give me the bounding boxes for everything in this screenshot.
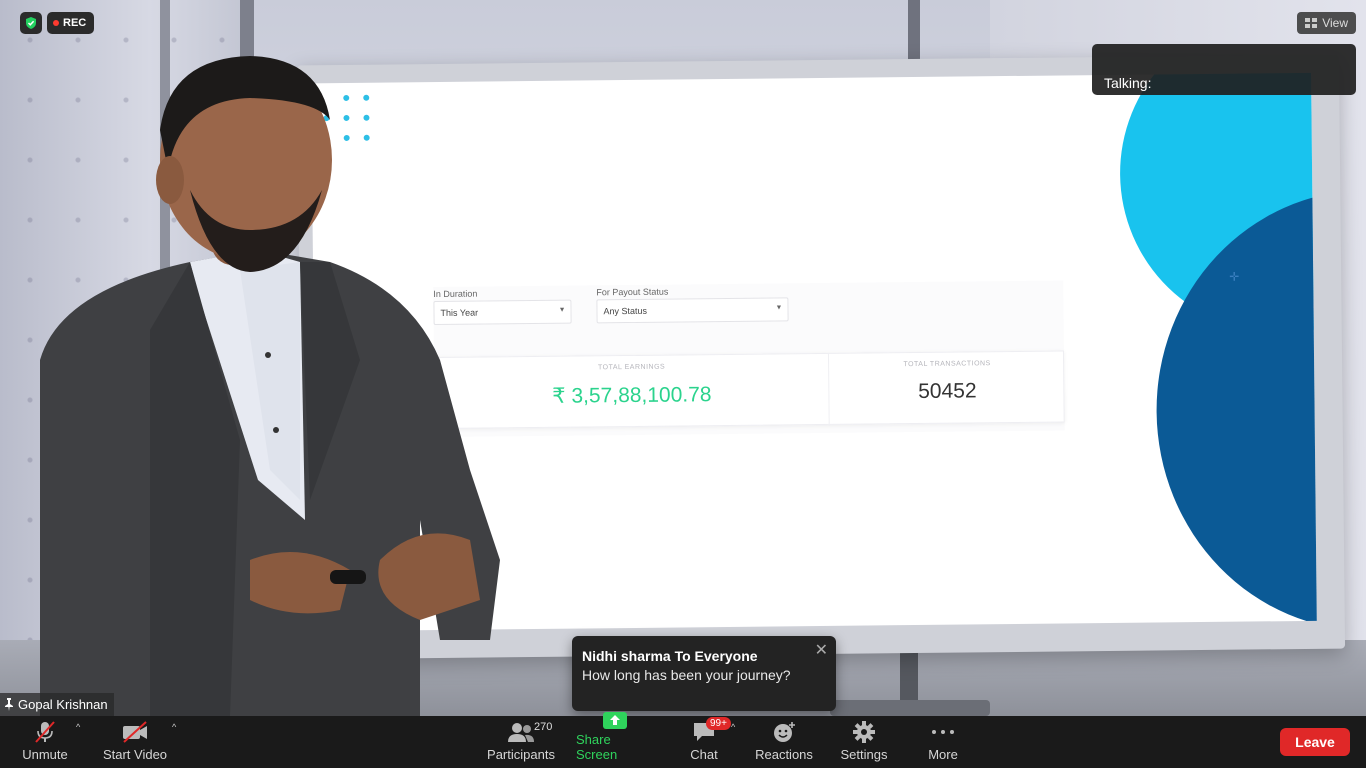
pin-icon <box>5 698 13 711</box>
status-filter-value: Any Status <box>603 305 648 317</box>
chat-sender: Nidhi sharma To Everyone <box>582 648 758 664</box>
start-video-button[interactable]: Start Video <box>102 716 168 768</box>
recording-indicator[interactable]: REC <box>47 12 95 34</box>
share-screen-icon <box>603 710 627 730</box>
speaker-name-tag: Gopal Krishnan <box>0 693 114 716</box>
encryption-shield-icon[interactable] <box>20 12 42 34</box>
presenter-figure <box>40 56 500 716</box>
talking-label: Talking: <box>1104 75 1152 91</box>
transactions-value: 50452 <box>918 379 977 403</box>
chevron-up-icon[interactable]: ^ <box>731 722 736 732</box>
more-button[interactable]: More <box>924 716 962 768</box>
chevron-up-icon[interactable]: ^ <box>172 722 177 732</box>
close-icon[interactable]: ✕ <box>814 642 828 659</box>
meeting-toolbar: Unmute ^ Start Video ^ Participants 270 <box>0 712 1366 768</box>
reactions-label: Reactions <box>755 747 813 762</box>
crosshair-icon: ✛ <box>1229 269 1240 284</box>
monitor-stand <box>900 640 918 716</box>
chat-notification[interactable]: ✕ Nidhi sharma To Everyone How long has … <box>572 636 836 711</box>
transactions-caption: TOTAL TRANSACTIONS <box>903 360 991 369</box>
record-dot-icon <box>53 20 59 26</box>
stats-card: TOTAL EARNINGS ₹ 3,57,88,100.78 TOTAL TR… <box>433 350 1066 431</box>
emoji-plus-icon <box>771 719 797 745</box>
video-stage: ✛ In Duration This Year ▼ For Payout Sta… <box>0 0 1366 716</box>
status-filter-label: For Payout Status <box>596 286 669 298</box>
status-filter-select: Any Status ▼ <box>596 297 789 324</box>
participants-count: 270 <box>534 721 553 733</box>
monitor-stand-base <box>830 700 990 716</box>
grid-view-icon <box>1305 17 1318 28</box>
chevron-down-icon: ▼ <box>775 304 783 312</box>
chat-label: Chat <box>690 747 718 762</box>
participants-label: Participants <box>487 747 555 762</box>
chevron-down-icon: ▼ <box>558 306 566 314</box>
more-dots-icon <box>931 719 955 745</box>
chat-message: How long has been your journey? <box>582 667 791 683</box>
reactions-button[interactable]: Reactions <box>754 716 814 768</box>
share-screen-label: Share Screen <box>576 732 618 762</box>
view-label: View <box>1322 16 1348 30</box>
share-screen-button[interactable]: Share Screen <box>576 712 654 768</box>
chat-unread-badge: 99+ <box>706 717 731 730</box>
dashboard-panel: In Duration This Year ▼ For Payout Statu… <box>433 280 1066 438</box>
transactions-stat: TOTAL TRANSACTIONS 50452 <box>829 351 1066 425</box>
unmute-label: Unmute <box>22 747 68 762</box>
recording-label: REC <box>63 17 87 29</box>
view-button[interactable]: View <box>1297 12 1356 34</box>
talking-indicator: Talking: <box>1092 44 1356 95</box>
unmute-button[interactable]: Unmute <box>20 716 70 768</box>
chevron-up-icon[interactable]: ^ <box>76 722 81 732</box>
participants-icon <box>506 719 536 745</box>
gear-icon <box>853 719 875 745</box>
more-label: More <box>928 747 958 762</box>
participants-button[interactable]: Participants <box>486 716 556 768</box>
speaker-name: Gopal Krishnan <box>18 697 108 712</box>
start-video-label: Start Video <box>102 747 168 762</box>
leave-button[interactable]: Leave <box>1280 728 1350 756</box>
settings-button[interactable]: Settings <box>838 716 890 768</box>
settings-label: Settings <box>840 747 888 762</box>
camera-off-icon <box>121 719 149 745</box>
microphone-muted-icon <box>32 719 58 745</box>
